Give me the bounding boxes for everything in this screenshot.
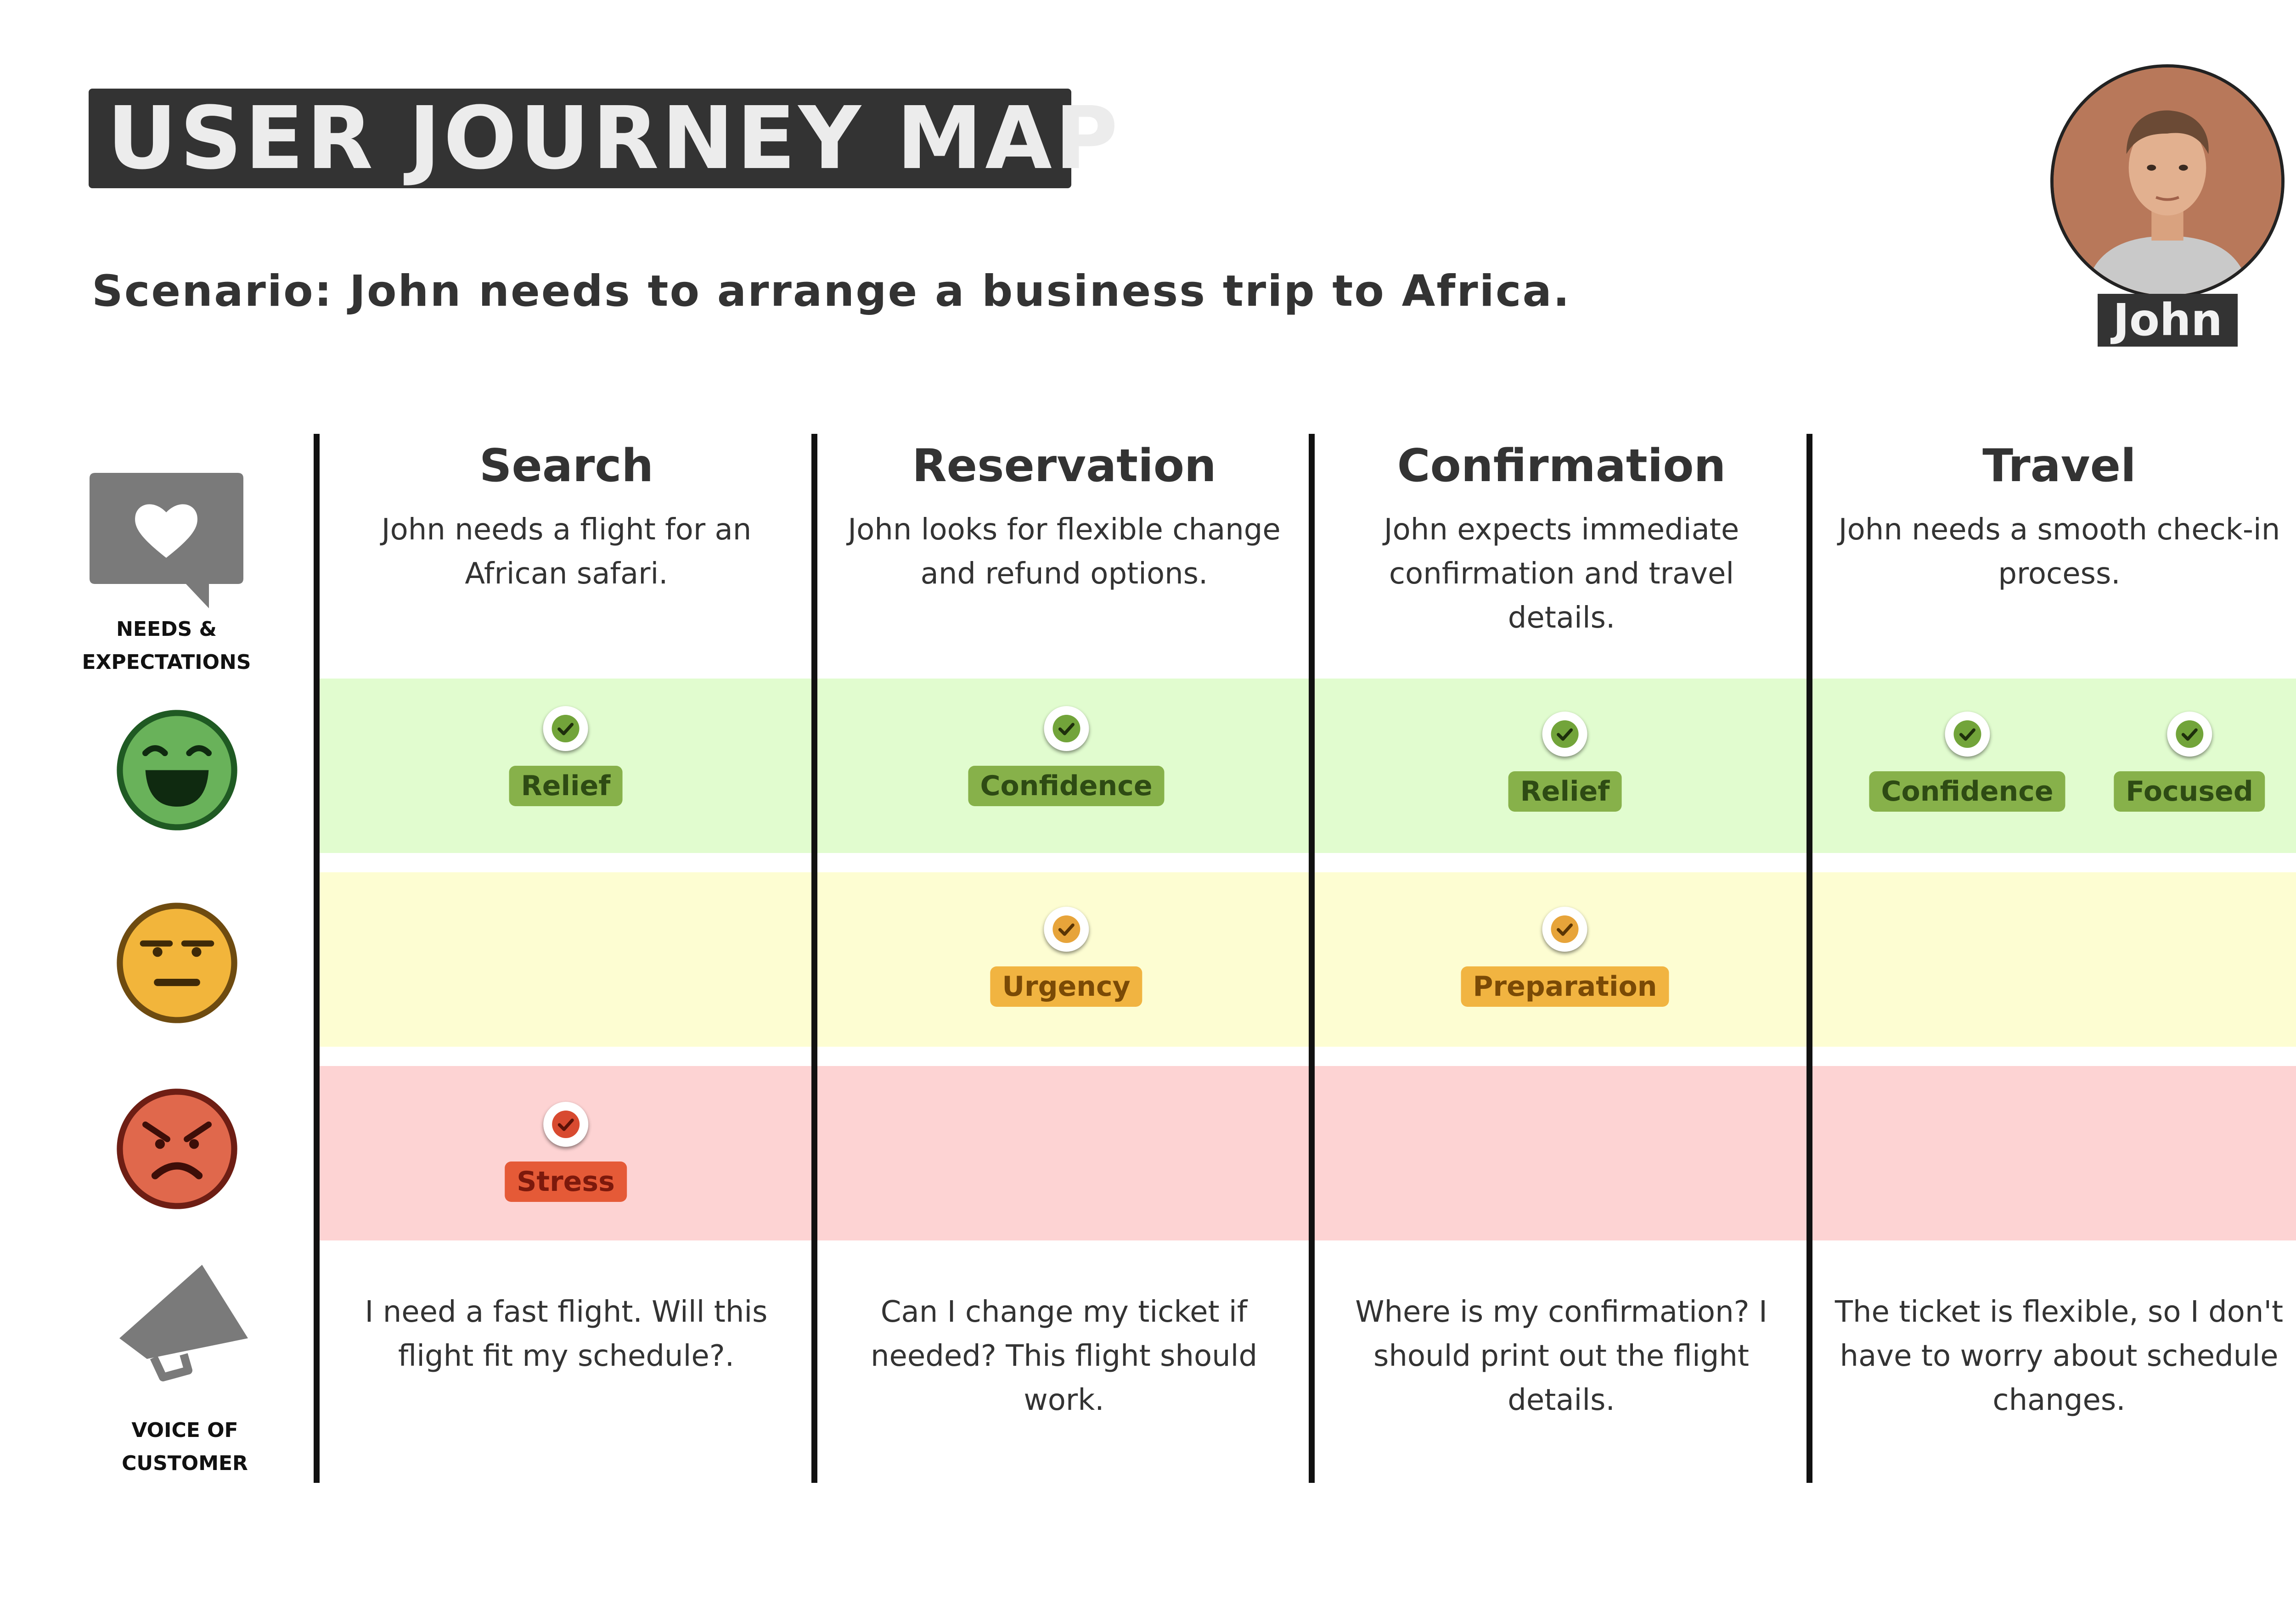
check-icon bbox=[1542, 907, 1587, 952]
emotion-marker: Preparation bbox=[1461, 907, 1669, 1007]
voice-quote: The ticket is flexible, so I don't have … bbox=[1835, 1295, 2284, 1417]
scenario-text: Scenario: John needs to arrange a busine… bbox=[92, 266, 1571, 316]
title-banner: USER JOURNEY MAP bbox=[89, 88, 1121, 189]
check-icon bbox=[1542, 712, 1587, 757]
negative-emotion-band bbox=[318, 1066, 2296, 1240]
emotion-tag: Confidence bbox=[1869, 771, 2065, 812]
emotion-tag: Focused bbox=[2114, 771, 2265, 812]
emotion-marker: Relief bbox=[509, 706, 623, 806]
voice-quote: I need a fast flight. Will this flight f… bbox=[365, 1295, 768, 1373]
stage-reservation: Reservation John looks for flexible chan… bbox=[817, 436, 1311, 596]
stage-title: Search bbox=[479, 440, 654, 492]
needs-label: NEEDS & EXPECTATIONS bbox=[82, 617, 251, 674]
neutral-emotion-band bbox=[318, 872, 2296, 1047]
emotion-marker: Urgency bbox=[990, 907, 1142, 1007]
persona-name: John bbox=[2098, 294, 2238, 347]
emotion-tag: Relief bbox=[509, 766, 623, 806]
persona-avatar bbox=[2050, 64, 2285, 298]
stage-search: Search John needs a flight for an Africa… bbox=[320, 436, 813, 596]
emotion-marker: Relief bbox=[1508, 712, 1622, 812]
voice-label: VOICE OF CUSTOMER bbox=[122, 1419, 248, 1475]
emotion-tag: Relief bbox=[1508, 771, 1622, 812]
stage-need: John needs a flight for an African safar… bbox=[381, 513, 752, 591]
check-icon bbox=[543, 706, 588, 751]
stage-need: John needs a smooth check-in process. bbox=[1838, 513, 2280, 591]
voice-quote: Can I change my ticket if needed? This f… bbox=[870, 1295, 1258, 1417]
emotion-tag: Stress bbox=[505, 1162, 627, 1202]
column-divider bbox=[1806, 434, 1812, 1483]
angry-face-icon bbox=[117, 1089, 237, 1209]
stage-confirmation: Confirmation John expects immediate conf… bbox=[1315, 436, 1808, 640]
page-title: USER JOURNEY MAP bbox=[107, 88, 1121, 189]
column-divider bbox=[811, 434, 817, 1483]
heart-speech-bubble-icon bbox=[90, 473, 243, 608]
emotion-marker: Confidence bbox=[968, 706, 1165, 806]
emotion-marker: Focused bbox=[2114, 712, 2265, 812]
laughing-face-icon bbox=[117, 710, 237, 830]
positive-emotion-band bbox=[318, 679, 2296, 853]
check-icon bbox=[543, 1102, 588, 1147]
emotion-marker: Confidence bbox=[1869, 712, 2065, 812]
stage-travel: Travel John needs a smooth check-in proc… bbox=[1812, 436, 2296, 596]
neutral-face-icon bbox=[117, 903, 237, 1023]
column-divider bbox=[314, 434, 320, 1483]
emotion-marker: Stress bbox=[505, 1102, 627, 1202]
stage-title: Reservation bbox=[912, 440, 1216, 492]
check-icon bbox=[1044, 706, 1089, 751]
check-icon bbox=[1945, 712, 1990, 757]
person-portrait-icon bbox=[2054, 67, 2281, 295]
emotion-tag: Urgency bbox=[990, 966, 1142, 1007]
megaphone-icon bbox=[119, 1265, 248, 1381]
stage-need: John expects immediate confirmation and … bbox=[1384, 513, 1739, 635]
emotion-tag: Preparation bbox=[1461, 966, 1669, 1007]
voice-quote: Where is my confirmation? I should print… bbox=[1355, 1295, 1767, 1417]
stage-need: John looks for flexible change and refun… bbox=[848, 513, 1281, 591]
column-divider bbox=[1309, 434, 1315, 1483]
check-icon bbox=[2167, 712, 2212, 757]
stage-title: Travel bbox=[1982, 440, 2136, 492]
check-icon bbox=[1043, 907, 1089, 952]
stage-title: Confirmation bbox=[1397, 440, 1726, 492]
emotion-tag: Confidence bbox=[968, 766, 1165, 806]
